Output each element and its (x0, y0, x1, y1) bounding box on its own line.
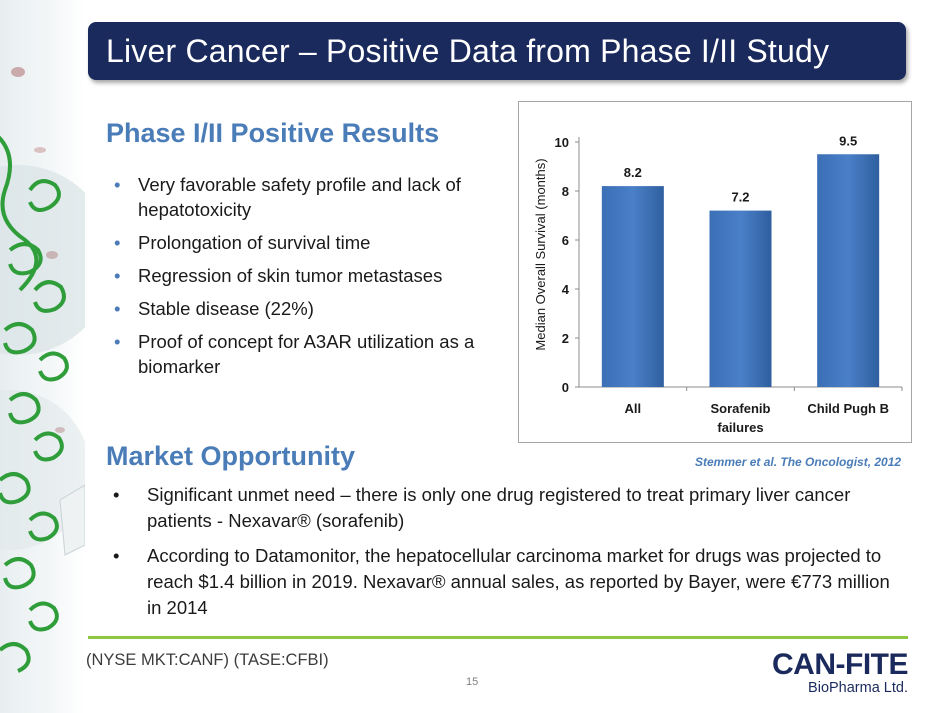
results-bullet: Proof of concept for A3AR utilization as… (112, 329, 512, 379)
results-bullet: Very favorable safety profile and lack o… (112, 172, 512, 222)
molecule-art-icon (0, 67, 85, 673)
x-tick-label: All (625, 401, 642, 416)
y-tick-label: 4 (562, 282, 570, 297)
market-bullet-list: Significant unmet need – there is only o… (110, 482, 900, 630)
results-bullet: Prolongation of survival time (112, 230, 512, 255)
x-tick-label: Child Pugh B (807, 401, 889, 416)
title-bar: Liver Cancer – Positive Data from Phase … (88, 22, 906, 80)
market-bullet: According to Datamonitor, the hepatocell… (110, 543, 900, 621)
results-bullet: Stable disease (22%) (112, 296, 512, 321)
y-tick-label: 10 (555, 135, 569, 150)
market-bullet: Significant unmet need – there is only o… (110, 482, 900, 534)
y-tick-label: 8 (562, 184, 569, 199)
logo-wordmark: CAN-FITE (772, 648, 908, 681)
footer-divider (88, 636, 908, 639)
y-tick-label: 0 (562, 380, 569, 395)
bar (709, 210, 772, 387)
x-tick-label: failures (717, 420, 763, 435)
ticker-symbols: (NYSE MKT:CANF) (TASE:CFBI) (86, 651, 329, 669)
data-label: 7.2 (731, 190, 749, 205)
results-heading: Phase I/II Positive Results (106, 118, 440, 148)
page-number: 15 (466, 676, 479, 688)
x-tick-label: Sorafenib (711, 401, 771, 416)
bar (817, 154, 880, 387)
company-logo: CAN-FITE BioPharma Ltd. (770, 648, 910, 696)
results-bullet-list: Very favorable safety profile and lack o… (112, 172, 512, 387)
y-tick-label: 6 (562, 233, 569, 248)
chart-canvas: 0 2 4 6 8 10 Median Overall Survival (months) 8… (533, 133, 903, 435)
slide-title: Liver Cancer – Positive Data from Phase … (106, 32, 830, 69)
bar (601, 186, 664, 387)
results-bullet: Regression of skin tumor metastases (112, 263, 512, 288)
y-tick-label: 2 (562, 331, 569, 346)
logo-subtitle: BioPharma Ltd. (808, 680, 908, 696)
survival-bar-chart: 0 2 4 6 8 10 Median Overall Survival (months) 8… (518, 101, 912, 443)
decorative-side-artwork (0, 0, 85, 713)
y-axis-label: Median Overall Survival (months) (533, 158, 548, 350)
citation: Stemmer et al. The Oncologist, 2012 (695, 455, 902, 469)
market-heading: Market Opportunity (106, 441, 356, 471)
data-label: 9.5 (839, 133, 857, 148)
data-label: 8.2 (624, 165, 642, 180)
